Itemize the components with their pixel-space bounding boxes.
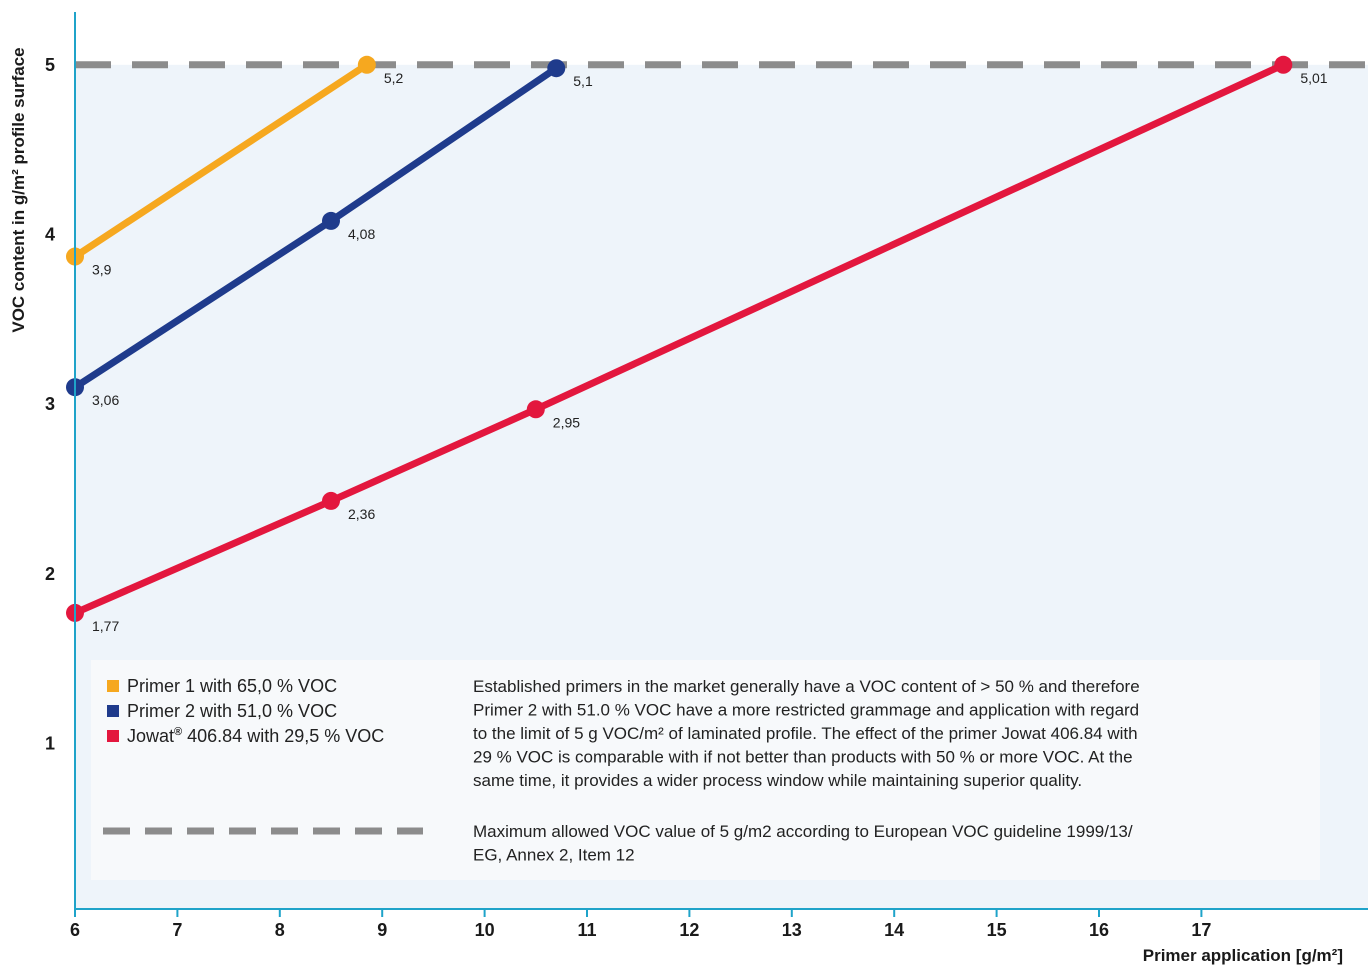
legend-label-part-sup: ® xyxy=(174,726,182,738)
x-tick-label-5: 11 xyxy=(577,920,596,940)
note-line-2: to the limit of 5 g VOC/m² of laminated … xyxy=(473,724,1138,743)
x-tick-label-6: 12 xyxy=(679,920,699,940)
x-tick-label-4: 10 xyxy=(475,920,495,940)
series-line-0 xyxy=(71,61,371,261)
y-axis-title: VOC content in g/m² profile surface xyxy=(9,47,28,332)
x-tick-label-2: 8 xyxy=(275,920,285,940)
data-point-1-2 xyxy=(547,59,566,78)
series-lines xyxy=(66,55,1293,622)
x-tick-label-1: 7 xyxy=(172,920,182,940)
note-line-4: same time, it provides a wider process w… xyxy=(473,771,1082,790)
x-tick-label-8: 14 xyxy=(884,920,904,940)
legend-label-0: Primer 1 with 65,0 % VOC xyxy=(127,676,337,696)
legend: Primer 1 with 65,0 % VOC Primer 2 with 51… xyxy=(103,676,423,835)
series-line-2 xyxy=(71,61,1287,617)
y-tick-label-0: 1 xyxy=(45,734,55,754)
legend-label-part-b: 406.84 with 29,5 % VOC xyxy=(182,726,384,746)
x-tick-label-9: 15 xyxy=(987,920,1007,940)
data-label-1-1: 4,08 xyxy=(348,226,375,242)
data-point-2-2 xyxy=(526,400,545,419)
legend-label-2: Jowat® 406.84 with 29,5 % VOC xyxy=(127,726,384,746)
explanation-note: Established primers in the market genera… xyxy=(473,677,1140,865)
legend-background xyxy=(91,660,1320,880)
note-line-1: Primer 2 with 51.0 % VOC have a more res… xyxy=(473,701,1139,720)
data-label-2-2: 2,95 xyxy=(553,414,580,430)
legend-swatch-0 xyxy=(107,680,119,692)
limit-note-line-1: EG, Annex 2, Item 12 xyxy=(473,846,635,865)
legend-swatch-1 xyxy=(107,705,119,717)
data-point-0-1 xyxy=(357,55,376,74)
legend-label-part-a: Jowat xyxy=(127,726,174,746)
x-axis-title: Primer application [g/m²] xyxy=(1143,946,1343,965)
limit-note-line-0: Maximum allowed VOC value of 5 g/m2 acco… xyxy=(473,822,1133,841)
y-tick-label-2: 3 xyxy=(45,394,55,414)
y-tick-label-1: 2 xyxy=(45,564,55,584)
x-tick-label-3: 9 xyxy=(377,920,387,940)
data-label-1-2: 5,1 xyxy=(573,73,593,89)
note-line-3: 29 % VOC is comparable with if not bette… xyxy=(473,748,1133,767)
data-label-2-3: 5,01 xyxy=(1300,70,1327,86)
legend-swatch-2 xyxy=(107,730,119,742)
data-label-0-1: 5,2 xyxy=(384,70,404,86)
y-tick-label-4: 5 xyxy=(45,55,55,75)
note-line-0: Established primers in the market genera… xyxy=(473,677,1140,696)
data-point-1-1 xyxy=(322,211,340,230)
data-point-2-3 xyxy=(1274,55,1293,74)
x-tick-label-10: 16 xyxy=(1089,920,1109,940)
data-point-2-1 xyxy=(322,491,340,510)
data-label-2-1: 2,36 xyxy=(348,506,375,522)
data-label-1-0: 3,06 xyxy=(92,392,119,408)
data-label-0-0: 3,9 xyxy=(92,262,112,278)
data-label-2-0: 1,77 xyxy=(92,618,119,634)
x-tick-label-11: 17 xyxy=(1191,920,1211,940)
legend-label-1: Primer 2 with 51,0 % VOC xyxy=(127,701,337,721)
x-tick-label-7: 13 xyxy=(782,920,802,940)
data-labels: 3,9 5,2 3,06 4,08 5,1 1,77 2,36 2,95 5,01 xyxy=(92,70,1328,634)
axes xyxy=(74,12,1368,917)
legend-panel xyxy=(91,660,1320,880)
y-tick-label-3: 4 xyxy=(45,225,55,245)
x-tick-label-0: 6 xyxy=(70,920,80,940)
